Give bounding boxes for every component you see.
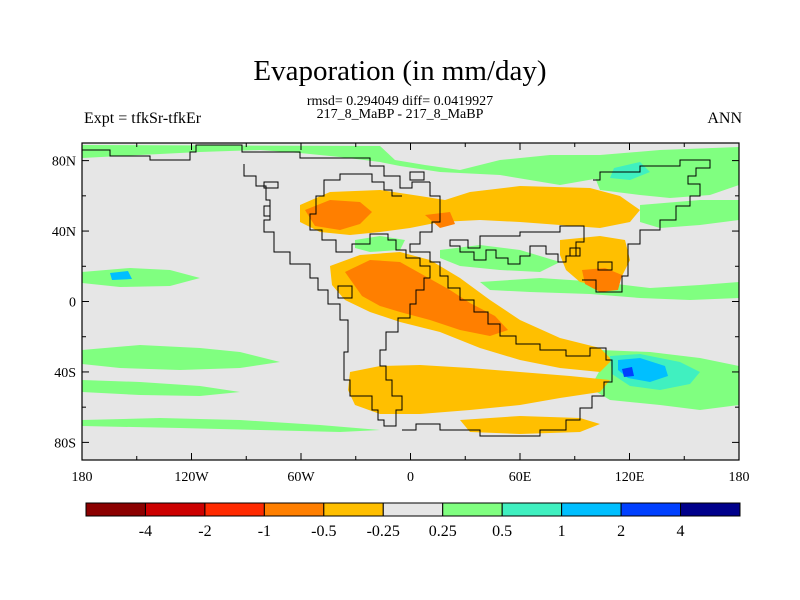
contour-negative-north-atlantic — [300, 186, 640, 235]
coastline-island-asia2 — [569, 247, 581, 257]
colorbar-label: 2 — [617, 523, 625, 540]
contour-positive-south — [82, 380, 240, 396]
colorbar-swatch — [85, 502, 146, 517]
colorbar-swatch — [263, 502, 325, 517]
coastline-island-west — [263, 205, 271, 217]
x-tick-label: 60E — [509, 470, 532, 485]
colorbar-swatch — [144, 502, 206, 517]
colorbar-label: -0.25 — [367, 523, 400, 540]
stats-block: rmsd= 0.294049 diff= 0.0419927 217_8_MaB… — [0, 94, 800, 122]
contour-positive-arctic — [82, 145, 739, 185]
x-tick-label: 120E — [615, 470, 645, 485]
colorbar-swatch — [323, 502, 384, 517]
x-tick-label: 180 — [72, 470, 93, 485]
x-tick-label: 180 — [729, 470, 750, 485]
experiment-label: Expt = tfkSr-tfkEr — [84, 110, 202, 127]
coastline-asia-mid — [449, 225, 585, 265]
y-tick-label: 40N — [52, 225, 76, 240]
coastline-island-ne — [409, 171, 425, 181]
contour-moderate-asia — [582, 268, 622, 292]
contour-moderate-north-atlantic — [305, 200, 372, 230]
colorbar-label: -1 — [258, 523, 271, 540]
colorbar-label: -0.5 — [311, 523, 336, 540]
x-axis-ticks — [81, 143, 740, 460]
contour-positive-antarctic — [82, 418, 380, 432]
coastline-americas — [243, 164, 431, 427]
coastline-north — [82, 144, 430, 189]
colorbar-swatch — [501, 502, 563, 517]
y-tick-label: 80S — [54, 436, 76, 451]
contour-negative-south-atlantic — [348, 365, 610, 414]
coastline-africa-eurasia — [402, 182, 613, 437]
y-tick-label: 80N — [52, 155, 76, 170]
colorbar-swatch — [204, 502, 265, 517]
y-axis-ticks — [82, 160, 739, 443]
colorbar-swatch — [561, 502, 622, 517]
contour-positive-east-asia — [640, 200, 739, 228]
colorbar-label: -4 — [139, 523, 152, 540]
colorbar — [85, 502, 741, 517]
y-tick-label: 0 — [69, 296, 76, 311]
colorbar-labels: -4 -2 -1 -0.5 -0.25 0.25 0.5 1 2 4 — [139, 523, 685, 540]
colorbar-label: 0.25 — [429, 523, 457, 540]
case-names-text: 217_8_MaBP - 217_8_MaBP — [316, 107, 484, 122]
colorbar-swatch — [382, 502, 444, 517]
contour-negative-south-indian — [460, 416, 600, 434]
period-label: ANN — [707, 110, 742, 127]
coastline-east-north — [582, 159, 711, 293]
colorbar-label: 4 — [677, 523, 685, 540]
contour-positive-blue-west — [110, 271, 132, 280]
coastlines — [82, 144, 711, 437]
contour-fields — [82, 145, 739, 434]
colorbar-label: -2 — [198, 523, 211, 540]
colorbar-swatch — [680, 502, 741, 517]
x-tick-label: 60W — [287, 470, 315, 485]
y-axis-labels: 80N 40N 0 40S 80S — [52, 155, 76, 452]
coastline-island-sw — [337, 285, 353, 299]
x-tick-label: 0 — [407, 470, 414, 485]
contour-positive-trop-west — [82, 268, 200, 287]
coastline-island-asia — [597, 261, 613, 271]
contour-moderate-tropical-atlantic — [345, 260, 508, 336]
colorbar-label: 1 — [558, 523, 566, 540]
coastline-island-north — [263, 181, 279, 189]
contour-positive-blue-core — [622, 367, 634, 377]
contour-positive-south-pacific — [82, 345, 280, 370]
x-axis-labels: 180 120W 60W 0 60E 120E 180 — [72, 470, 750, 485]
y-tick-label: 40S — [54, 366, 76, 381]
colorbar-swatch — [442, 502, 503, 517]
x-tick-label: 120W — [174, 470, 209, 485]
plot-title: Evaporation (in mm/day) — [253, 55, 547, 87]
rmsd-diff-text: rmsd= 0.294049 diff= 0.0419927 — [306, 94, 494, 109]
colorbar-label: 0.5 — [492, 523, 512, 540]
colorbar-swatch — [620, 502, 682, 517]
